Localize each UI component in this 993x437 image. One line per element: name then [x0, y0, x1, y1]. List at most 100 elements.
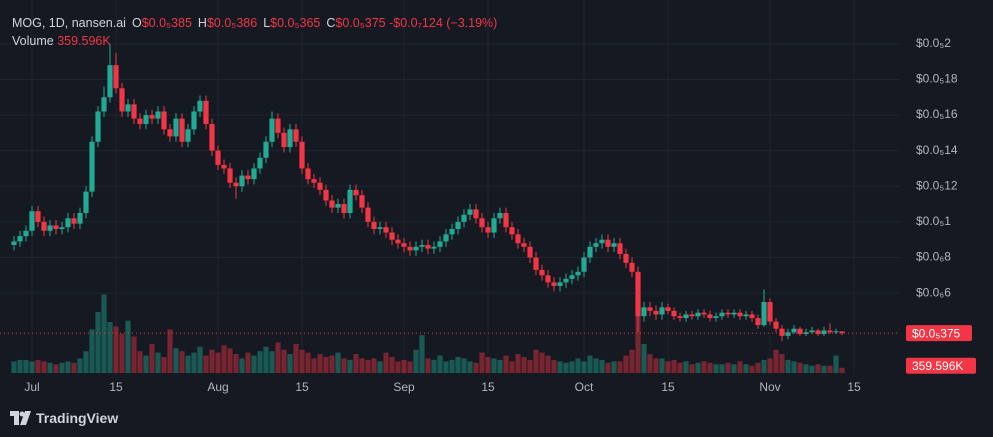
candle-body [539, 269, 545, 276]
volume-bar [71, 362, 77, 373]
candle-body [587, 246, 593, 258]
candle-body [431, 246, 437, 249]
candle-body [737, 312, 743, 317]
volume-bar [491, 358, 497, 373]
candle-body [659, 307, 665, 315]
volume-bar [335, 352, 341, 373]
candle-body [839, 331, 845, 334]
candle-body [821, 330, 827, 335]
candle-body [449, 229, 455, 235]
volume-bar [779, 354, 785, 373]
volume-bar [95, 311, 101, 373]
volume-bar [35, 359, 41, 373]
candle-body [293, 129, 299, 142]
candle-body [425, 245, 431, 249]
volume-bar [329, 355, 335, 373]
ohlc-value: $0.0₅375 [335, 16, 386, 30]
candle-body [527, 246, 533, 258]
volume-bar [497, 359, 503, 373]
volume-bar [485, 357, 491, 373]
candle-body [71, 218, 77, 224]
candle-body [377, 227, 383, 229]
candle-body [671, 310, 677, 317]
symbol[interactable]: MOG, 1D, nansen.ai [12, 16, 126, 30]
candle-body [515, 234, 521, 244]
candle-body [131, 104, 137, 119]
brand[interactable]: TradingView [10, 410, 118, 426]
candle-body [479, 218, 485, 228]
volume-bar [719, 364, 725, 373]
volume-bar [821, 365, 827, 373]
candle-body [17, 236, 23, 242]
candle-body [437, 241, 443, 247]
volume-bar [575, 358, 581, 373]
candle-body [695, 312, 701, 317]
candle-body [95, 111, 101, 142]
candle-body [215, 150, 221, 165]
candle-body [89, 141, 95, 192]
volume-bar [791, 361, 797, 373]
volume-bar [551, 359, 557, 373]
candle-body [581, 257, 587, 272]
candle-body [401, 243, 407, 247]
y-tick-label: $0.0₆6 [916, 285, 951, 299]
volume-bar [359, 358, 365, 373]
volume-bar [89, 329, 95, 373]
volume-bar [677, 362, 683, 373]
volume-bar [77, 358, 83, 373]
candle-body [815, 330, 821, 335]
candle-body [287, 129, 293, 148]
y-tick-label: $0.0₅1 [916, 214, 951, 228]
candle-body [371, 221, 377, 229]
y-tick-label: $0.0₆8 [916, 250, 951, 264]
volume-bar [65, 361, 71, 373]
volume-bar [29, 361, 35, 373]
candle-body [725, 312, 731, 315]
price-tag: $0.0₅375 [912, 326, 961, 340]
candle-body [335, 204, 341, 208]
candle-body [665, 307, 671, 311]
volume-bar [545, 355, 551, 373]
x-tick-label: Nov [759, 380, 780, 394]
volume-bar [209, 349, 215, 373]
candle-body [689, 314, 695, 317]
volume-bar [455, 357, 461, 373]
candle-body [803, 332, 809, 335]
candle-body [167, 129, 173, 137]
candle-body [281, 132, 287, 148]
volume-bar [605, 362, 611, 373]
candle-body [83, 191, 89, 213]
candle-body [197, 100, 203, 112]
candle-body [557, 282, 563, 286]
candle-body [113, 65, 119, 89]
candle-body [611, 243, 617, 247]
candle-body [779, 328, 785, 336]
candle-body [743, 314, 749, 317]
candle-body [719, 312, 725, 317]
volume-bar [23, 359, 29, 373]
volume-bar [635, 297, 641, 373]
volume-bar [365, 359, 371, 373]
volume-bar [797, 362, 803, 373]
candle-body [461, 214, 467, 222]
candle-body [485, 227, 491, 233]
candle-body [125, 104, 131, 112]
volume-bar [227, 348, 233, 373]
volume-bar [521, 357, 527, 373]
candle-body [35, 211, 41, 222]
x-tick-label: Sep [393, 380, 415, 394]
candle-body [77, 212, 83, 224]
candle-body [383, 227, 389, 233]
ohlc-value: $0.0₅385 [141, 16, 192, 30]
candle-body [551, 282, 557, 286]
volume-bar [299, 349, 305, 373]
x-tick-label: Jul [24, 380, 39, 394]
volume-bar [587, 355, 593, 373]
candle-body [359, 195, 365, 208]
candle-body [623, 253, 629, 263]
candle-body [149, 115, 155, 119]
volume-bar [155, 352, 161, 373]
volume-bar [269, 351, 275, 373]
candle-body [563, 278, 569, 283]
candle-body [221, 164, 227, 169]
